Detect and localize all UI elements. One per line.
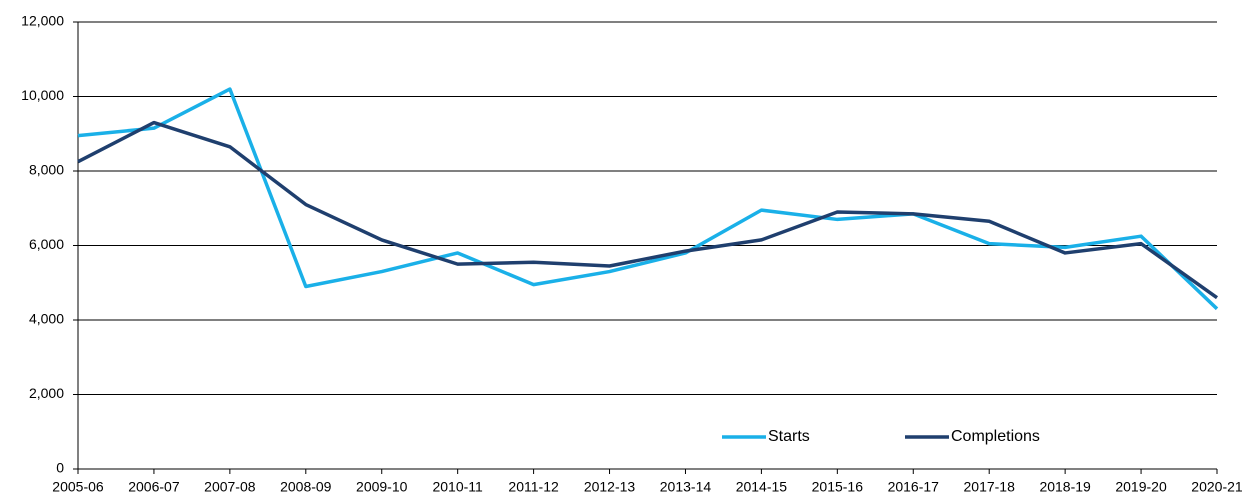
series-line xyxy=(77,87,1219,311)
x-tick-label: 2012-13 xyxy=(584,479,636,495)
x-tick-label: 2015-16 xyxy=(812,479,864,495)
y-tick-label: 0 xyxy=(56,460,64,476)
legend-label: Completions xyxy=(951,428,1040,445)
x-tick-label: 2013-14 xyxy=(660,479,712,495)
x-tick-label: 2009-10 xyxy=(356,479,408,495)
x-tick-label: 2006-07 xyxy=(128,479,180,495)
y-tick-label: 8,000 xyxy=(29,162,64,178)
x-tick-label: 2020-21 xyxy=(1191,479,1243,495)
x-tick-label: 2007-08 xyxy=(204,479,256,495)
y-tick-label: 10,000 xyxy=(21,87,64,103)
x-tick-label: 2017-18 xyxy=(964,479,1016,495)
x-tick-label: 2019-20 xyxy=(1115,479,1167,495)
x-tick-label: 2005-06 xyxy=(52,479,104,495)
legend-label: Starts xyxy=(768,428,810,445)
y-tick-label: 2,000 xyxy=(29,385,64,401)
x-tick-label: 2014-15 xyxy=(736,479,788,495)
series-line xyxy=(77,120,1219,300)
x-tick-label: 2016-17 xyxy=(888,479,940,495)
x-tick-label: 2008-09 xyxy=(280,479,332,495)
y-tick-label: 4,000 xyxy=(29,311,64,327)
x-tick-label: 2011-12 xyxy=(508,479,559,495)
y-tick-label: 12,000 xyxy=(21,13,64,29)
y-tick-label: 6,000 xyxy=(29,236,64,252)
x-tick-label: 2010-11 xyxy=(432,479,483,495)
x-tick-label: 2018-19 xyxy=(1039,479,1091,495)
